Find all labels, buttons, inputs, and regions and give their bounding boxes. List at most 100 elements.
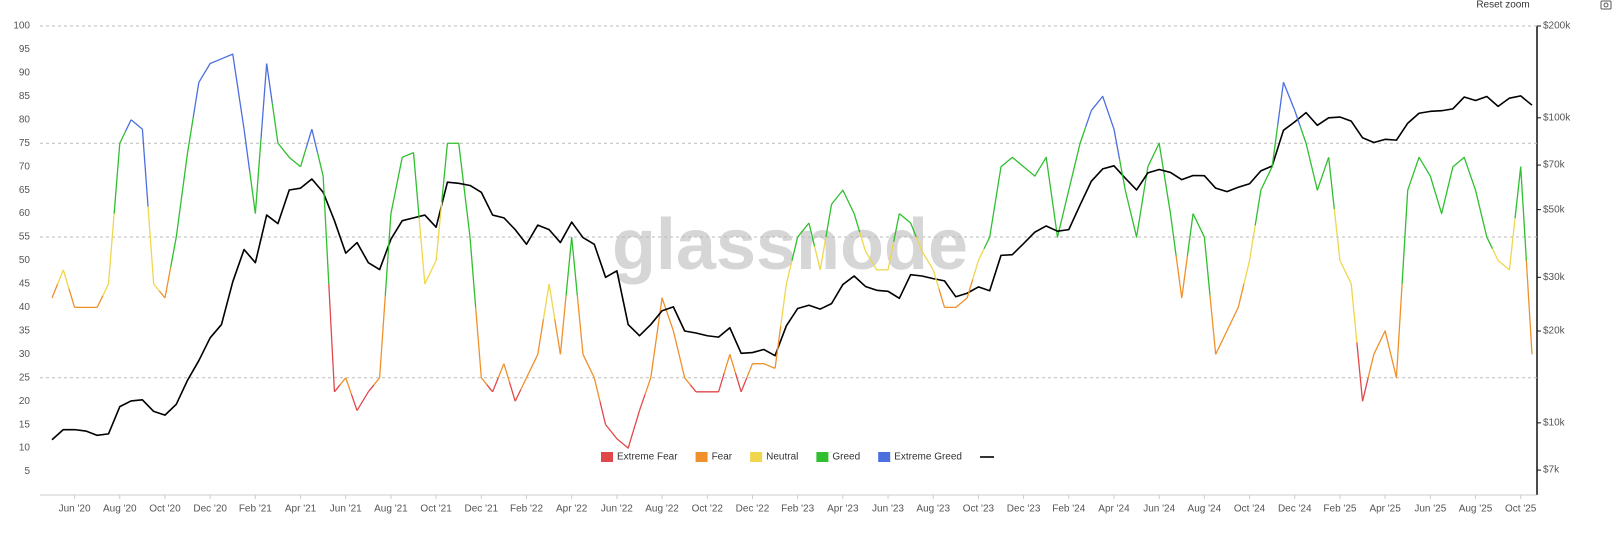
index-connector bbox=[153, 283, 160, 292]
index-connector bbox=[780, 283, 787, 327]
y-tick-label: 55 bbox=[19, 232, 31, 243]
index-line bbox=[424, 250, 1510, 285]
index-connector bbox=[1277, 82, 1285, 125]
index-connector bbox=[107, 213, 115, 285]
index-connector bbox=[1254, 190, 1262, 226]
index-connector bbox=[537, 319, 545, 355]
index-connector bbox=[508, 382, 516, 402]
index-connector bbox=[729, 354, 737, 374]
index-line bbox=[357, 392, 1362, 448]
index-connector bbox=[915, 236, 923, 252]
index-connector bbox=[441, 143, 449, 202]
y-tick-label: 10 bbox=[19, 443, 31, 454]
index-connector bbox=[1186, 213, 1194, 256]
index-connector bbox=[983, 236, 991, 250]
legend-label: Greed bbox=[832, 452, 860, 463]
index-connector bbox=[740, 377, 748, 393]
index-connector bbox=[243, 129, 251, 172]
index-connector bbox=[497, 363, 505, 378]
export-icon[interactable] bbox=[1600, 0, 1612, 10]
y-tick-label: 15 bbox=[19, 419, 31, 430]
index-connector bbox=[1361, 377, 1369, 402]
index-connector bbox=[808, 222, 816, 247]
x-tick-label: Feb '22 bbox=[510, 504, 543, 515]
index-connector bbox=[141, 129, 149, 207]
index-connector bbox=[322, 176, 330, 284]
index-connector bbox=[723, 354, 731, 374]
index-connector bbox=[113, 143, 121, 214]
index-connector bbox=[638, 393, 646, 411]
x-tick-label: Jun '20 bbox=[59, 504, 91, 515]
index-connector bbox=[469, 236, 477, 308]
index-connector bbox=[785, 260, 793, 285]
index-connector bbox=[684, 377, 691, 386]
x-tick-label: Aug '21 bbox=[374, 504, 408, 515]
x-tick-label: Jun '22 bbox=[601, 504, 633, 515]
y2-tick-label: $7k bbox=[1543, 465, 1560, 476]
index-connector bbox=[384, 213, 392, 296]
index-connector bbox=[260, 63, 268, 139]
x-tick-label: Dec '24 bbox=[1278, 504, 1312, 515]
x-tick-label: Apr '21 bbox=[285, 504, 317, 515]
index-connector bbox=[271, 103, 279, 144]
index-connector bbox=[124, 119, 132, 132]
export-icon-lens[interactable] bbox=[1603, 2, 1609, 8]
index-connector bbox=[1294, 110, 1302, 128]
y2-tick-label: $10k bbox=[1543, 417, 1566, 428]
index-connector bbox=[1350, 283, 1358, 343]
index-connector bbox=[378, 295, 386, 378]
index-connector bbox=[1299, 126, 1307, 144]
index-connector bbox=[1237, 283, 1245, 308]
index-connector bbox=[1525, 260, 1533, 355]
legend-item: Extreme Fear bbox=[601, 452, 678, 463]
y-tick-label: 50 bbox=[19, 255, 31, 266]
legend-item: Neutral bbox=[750, 452, 798, 463]
x-tick-label: Jun '24 bbox=[1143, 504, 1175, 515]
x-tick-label: Feb '24 bbox=[1052, 504, 1085, 515]
export-icon-body[interactable] bbox=[1600, 0, 1612, 10]
y-tick-label: 25 bbox=[19, 372, 31, 383]
reset-zoom-button[interactable]: Reset zoom bbox=[1476, 0, 1529, 11]
index-connector bbox=[68, 288, 76, 308]
index-connector bbox=[186, 117, 194, 153]
index-connector bbox=[932, 269, 940, 289]
x-tick-label: Aug '24 bbox=[1188, 504, 1222, 515]
y2-tick-label: $200k bbox=[1543, 21, 1571, 32]
index-connector bbox=[1491, 248, 1499, 261]
legend-swatch bbox=[816, 452, 829, 462]
index-connector bbox=[966, 279, 974, 299]
index-connector bbox=[1367, 354, 1375, 378]
index-connector bbox=[418, 218, 426, 285]
legend-label: Extreme Greed bbox=[894, 452, 962, 463]
y-tick-label: 80 bbox=[19, 114, 31, 125]
legend-item: Fear bbox=[695, 452, 733, 463]
y-tick-label: 90 bbox=[19, 68, 31, 79]
index-connector bbox=[316, 152, 324, 177]
index-connector bbox=[57, 269, 64, 285]
x-tick-label: Oct '25 bbox=[1505, 504, 1537, 515]
index-connector bbox=[328, 283, 336, 392]
index-connector bbox=[1248, 225, 1256, 261]
y-tick-label: 30 bbox=[19, 349, 31, 360]
index-connector bbox=[1356, 342, 1364, 402]
index-connector bbox=[1327, 157, 1335, 209]
x-tick-label: Aug '23 bbox=[916, 504, 950, 515]
legend-item: Extreme Greed bbox=[878, 452, 962, 463]
x-tick-label: Aug '25 bbox=[1459, 504, 1493, 515]
index-connector bbox=[853, 213, 861, 233]
legend-swatch bbox=[695, 452, 708, 462]
index-connector bbox=[492, 377, 499, 393]
x-tick-label: Jun '21 bbox=[330, 504, 362, 515]
index-connector bbox=[977, 248, 985, 261]
legend-item: Greed bbox=[816, 452, 860, 463]
index-connector bbox=[1271, 124, 1279, 167]
watermark: glassnode bbox=[612, 205, 968, 285]
x-tick-label: Apr '22 bbox=[556, 504, 588, 515]
index-connector bbox=[1079, 126, 1087, 144]
index-connector bbox=[542, 283, 550, 320]
x-tick-label: Oct '22 bbox=[692, 504, 724, 515]
index-connector bbox=[910, 222, 917, 238]
index-connector bbox=[571, 236, 578, 296]
legend-swatch bbox=[750, 452, 763, 462]
